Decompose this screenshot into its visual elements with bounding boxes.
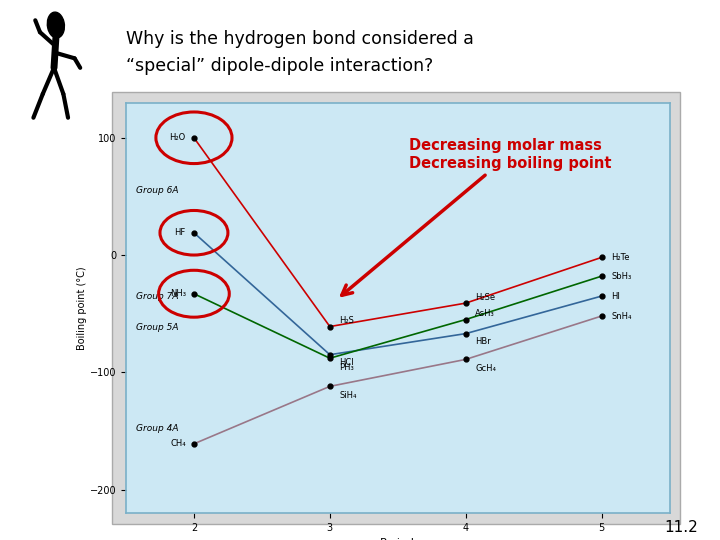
Text: H₂Se: H₂Se <box>475 293 495 302</box>
Text: Decreasing molar mass
Decreasing boiling point: Decreasing molar mass Decreasing boiling… <box>342 138 611 295</box>
Text: Group 5A: Group 5A <box>135 323 178 332</box>
Y-axis label: Boiling point (°C): Boiling point (°C) <box>77 266 87 349</box>
Text: NH₃: NH₃ <box>170 289 186 298</box>
Text: H₂Te: H₂Te <box>611 253 630 262</box>
Text: Group 6A: Group 6A <box>135 186 178 195</box>
Text: HCl: HCl <box>339 359 354 367</box>
Text: SnH₄: SnH₄ <box>611 312 631 321</box>
Text: GcH₄: GcH₄ <box>475 364 496 373</box>
Text: CH₄: CH₄ <box>170 440 186 448</box>
Text: H₂O: H₂O <box>169 133 186 142</box>
Text: Group 4A: Group 4A <box>135 424 178 433</box>
Text: PH₃: PH₃ <box>339 363 354 372</box>
Ellipse shape <box>48 12 64 38</box>
Text: Why is the hydrogen bond considered a: Why is the hydrogen bond considered a <box>126 30 474 48</box>
Text: HBr: HBr <box>475 338 491 346</box>
Text: H₂S: H₂S <box>339 316 354 325</box>
Text: “special” dipole-dipole interaction?: “special” dipole-dipole interaction? <box>126 57 433 75</box>
X-axis label: Period: Period <box>380 538 415 540</box>
Text: HI: HI <box>611 292 620 301</box>
Text: Group 7A: Group 7A <box>135 292 178 301</box>
Text: 11.2: 11.2 <box>665 519 698 535</box>
Text: AsH₃: AsH₃ <box>475 309 495 318</box>
Text: SiH₄: SiH₄ <box>339 392 357 400</box>
Text: HF: HF <box>174 228 186 237</box>
Text: SbH₃: SbH₃ <box>611 272 631 281</box>
